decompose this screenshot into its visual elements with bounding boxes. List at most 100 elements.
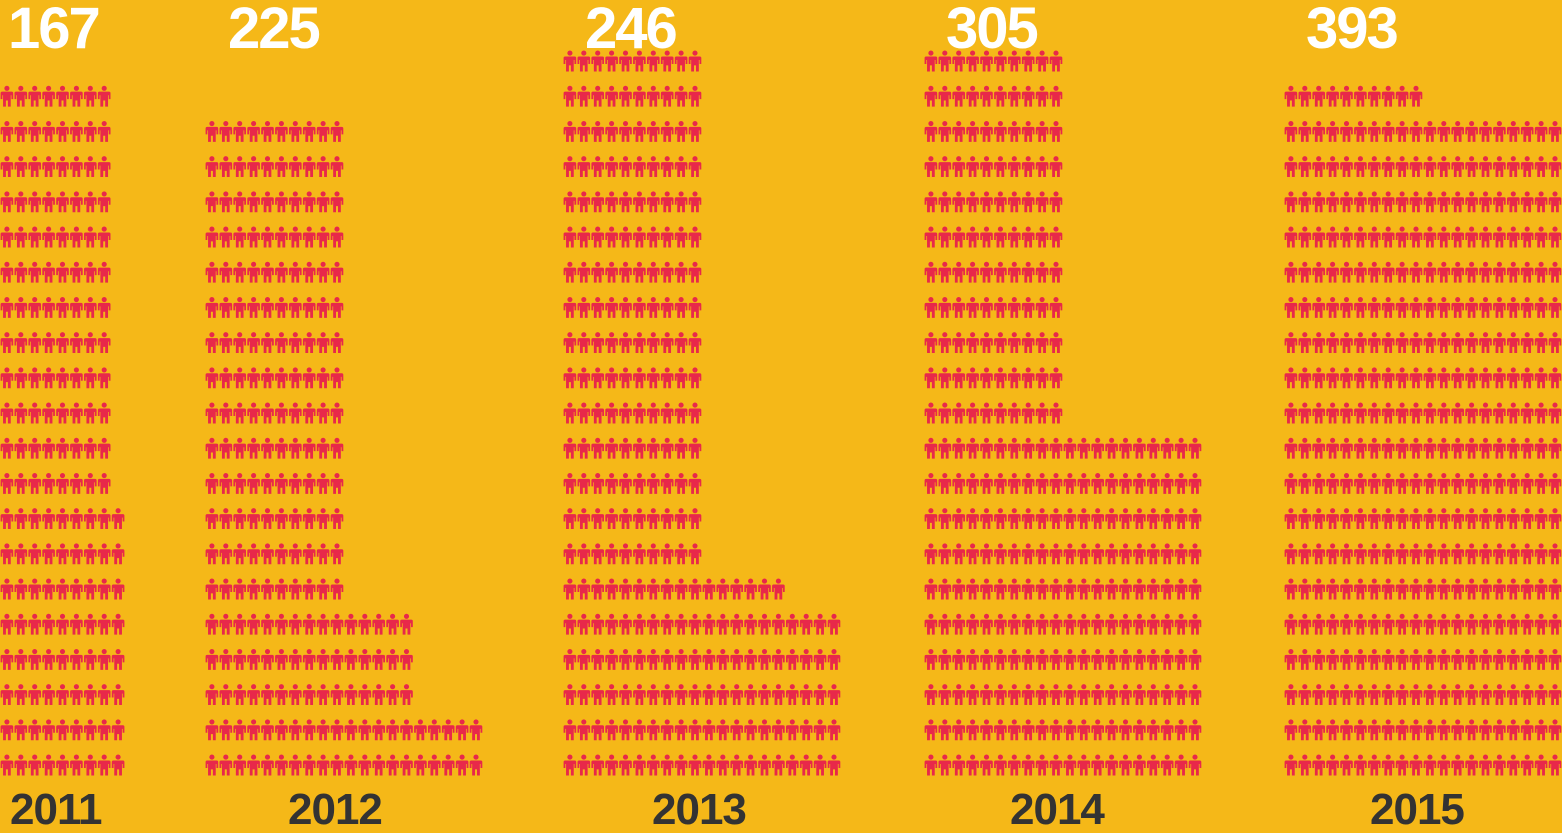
person-icon (1340, 367, 1353, 389)
person-icon (1340, 719, 1353, 741)
person-icon (688, 50, 702, 72)
person-icon (28, 402, 42, 424)
person-icon (1105, 648, 1118, 670)
person-icon (386, 648, 399, 670)
person-icon (1284, 261, 1298, 283)
person-icon (702, 684, 716, 706)
person-icon (219, 367, 233, 389)
person-icon (702, 613, 716, 635)
person-icon (70, 226, 83, 248)
person-icon (952, 472, 966, 494)
person-icon (28, 120, 42, 142)
person-icon (1423, 191, 1437, 213)
person-icon (1354, 191, 1367, 213)
person-icon (233, 508, 247, 530)
person-icon (1133, 754, 1146, 776)
person-icon (56, 402, 69, 424)
person-icon (1437, 296, 1451, 318)
person-icon (0, 85, 14, 107)
person-icon (1534, 120, 1548, 142)
person-icon (605, 156, 618, 178)
person-icon (56, 648, 69, 670)
person-icon (0, 367, 14, 389)
person-icon (980, 85, 993, 107)
person-icon (414, 754, 427, 776)
person-icon (205, 648, 219, 670)
person-icon (938, 367, 952, 389)
person-icon (924, 120, 938, 142)
person-icon (605, 648, 618, 670)
person-icon (42, 613, 55, 635)
person-icon (1105, 684, 1118, 706)
person-icon (1326, 719, 1339, 741)
person-icon (966, 543, 979, 565)
person-icon (1451, 367, 1465, 389)
person-icon (1035, 719, 1049, 741)
person-icon (952, 754, 966, 776)
person-icon (980, 578, 993, 600)
person-icon (261, 578, 274, 600)
person-icon (660, 85, 674, 107)
person-icon (0, 648, 14, 670)
person-icon (1035, 754, 1049, 776)
person-icon (1298, 332, 1312, 354)
person-icon (1340, 613, 1353, 635)
person-icon (1160, 613, 1174, 635)
person-icon (1367, 156, 1381, 178)
person-icon (1284, 120, 1298, 142)
person-icon (1423, 296, 1437, 318)
person-icon (1007, 332, 1021, 354)
person-icon (619, 648, 632, 670)
person-icon (28, 367, 42, 389)
person-icon (14, 191, 28, 213)
person-icon (1049, 226, 1063, 248)
person-icon (772, 719, 785, 741)
person-icon (1437, 648, 1451, 670)
person-icon (799, 719, 813, 741)
person-icon (1534, 437, 1548, 459)
person-icon (1534, 578, 1548, 600)
person-icon (70, 402, 83, 424)
person-icon (1340, 578, 1353, 600)
person-icon (302, 543, 316, 565)
person-icon (1063, 684, 1077, 706)
person-icon (591, 332, 605, 354)
person-icon (966, 296, 979, 318)
person-icon (275, 437, 288, 459)
person-icon (1133, 648, 1146, 670)
person-icon (0, 261, 14, 283)
person-icon (1007, 191, 1021, 213)
person-icon (1409, 472, 1423, 494)
person-icon (1423, 402, 1437, 424)
person-icon (1049, 437, 1063, 459)
person-icon (966, 508, 979, 530)
person-icon (83, 332, 97, 354)
person-icon (1423, 261, 1437, 283)
person-icon (646, 156, 660, 178)
person-icon (1423, 472, 1437, 494)
person-icon (330, 719, 344, 741)
person-icon (1506, 261, 1520, 283)
person-icon (233, 719, 247, 741)
person-icon (316, 613, 330, 635)
person-icon (1465, 332, 1478, 354)
person-icon (1548, 296, 1562, 318)
person-icon (288, 156, 302, 178)
person-icon (994, 543, 1007, 565)
person-icon (261, 684, 274, 706)
person-icon (70, 332, 83, 354)
person-icon (646, 613, 660, 635)
person-icon (316, 261, 330, 283)
person-icon (1312, 754, 1326, 776)
person-icon (799, 648, 813, 670)
person-icon (660, 261, 674, 283)
person-icon (563, 437, 577, 459)
person-icon (42, 437, 55, 459)
person-icon (688, 472, 702, 494)
person-icon (1091, 543, 1105, 565)
person-icon (1367, 719, 1381, 741)
person-icon (1367, 578, 1381, 600)
person-icon (1409, 402, 1423, 424)
person-icon (1465, 543, 1478, 565)
person-icon (1007, 367, 1021, 389)
